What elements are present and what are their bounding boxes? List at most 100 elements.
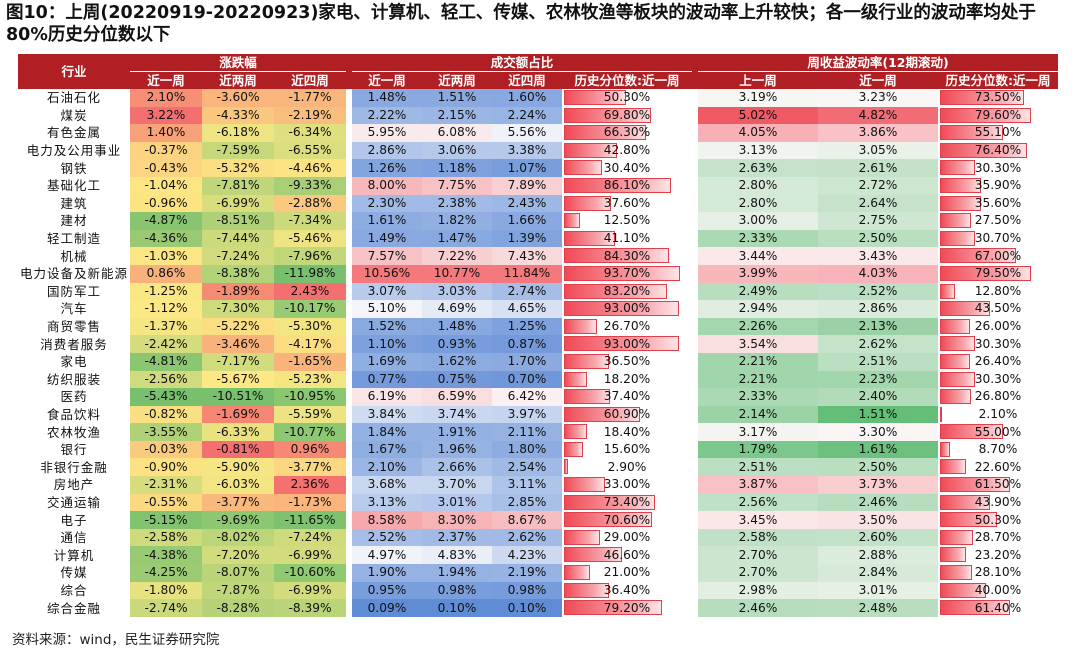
turnover-percentile-cell: 79.20%: [562, 599, 692, 617]
percentile-label: 61.40%: [974, 600, 1022, 615]
volatility-cell: 3.43%: [818, 247, 939, 265]
turnover-cell: 5.10%: [352, 300, 423, 318]
change-cell: -10.77%: [274, 423, 347, 441]
change-cell: -5.23%: [274, 370, 347, 389]
change-cell: -0.81%: [202, 440, 274, 459]
change-cell: -2.31%: [130, 476, 202, 494]
column-gap: [346, 599, 353, 617]
percentile-label: 84.30%: [603, 248, 651, 263]
column-gap: [346, 440, 353, 459]
turnover-cell: 2.52%: [352, 528, 423, 547]
change-cell: -1.80%: [130, 581, 202, 600]
volatility-percentile-cell: 30.30%: [938, 159, 1058, 177]
percentile-label: 67.00%: [974, 248, 1022, 263]
column-gap: [346, 493, 353, 512]
percentile-label: 61.50%: [974, 477, 1022, 492]
column-gap: [346, 229, 353, 248]
table-row: 纺织服装 -2.56% -5.67% -5.23% 0.77% 0.75% 0.70% 18.…: [18, 370, 1059, 389]
column-gap: [346, 476, 353, 494]
percentile-label: 40.00%: [974, 582, 1022, 597]
column-gap: [346, 581, 353, 600]
change-cell: -2.88%: [274, 194, 347, 213]
volatility-cell: 3.50%: [818, 511, 939, 529]
change-cell: -3.77%: [202, 493, 274, 512]
column-gap: [346, 282, 353, 301]
volatility-cell: 2.62%: [818, 335, 939, 353]
volatility-cell: 2.51%: [698, 458, 819, 477]
percentile-label: 73.50%: [974, 90, 1022, 105]
turnover-cell: 3.01%: [422, 493, 493, 512]
percentile-bar: [564, 600, 663, 616]
change-cell: -8.28%: [202, 599, 274, 617]
percentile-label: 28.70%: [974, 530, 1022, 545]
volatility-percentile-cell: 26.00%: [938, 318, 1058, 336]
turnover-cell: 0.77%: [352, 370, 423, 389]
change-cell: -1.69%: [202, 405, 274, 424]
change-cell: -10.51%: [202, 388, 274, 406]
turnover-cell: 2.30%: [352, 194, 423, 213]
col-header: 历史分位数:近一周: [938, 71, 1059, 89]
change-cell: -5.59%: [274, 405, 347, 424]
percentile-bar: [564, 547, 622, 563]
industry-cell: 建材: [60, 213, 88, 229]
percentile-bar: [564, 565, 591, 581]
percentile-label: 73.40%: [603, 494, 651, 509]
table-row: 消费者服务 -2.42% -3.46% -4.17% 1.10% 0.93% 0.87% 93…: [18, 335, 1059, 353]
percentile-label: 55.00%: [974, 424, 1022, 439]
volatility-cell: 2.60%: [818, 528, 939, 547]
table-row: 轻工制造 -4.36% -7.44% -5.46% 1.49% 1.47% 1.39% 41.…: [18, 229, 1059, 248]
volatility-percentile-cell: 73.50%: [938, 89, 1058, 107]
source-note: 资料来源：wind，民生证券研究院: [12, 632, 220, 648]
volatility-percentile-cell: 55.10%: [938, 124, 1058, 142]
percentile-label: 35.60%: [974, 195, 1022, 210]
volatility-cell: 3.19%: [698, 89, 819, 107]
percentile-label: 69.80%: [603, 107, 651, 122]
table-row: 通信 -2.58% -8.02% -7.24% 2.52% 2.37% 2.62% 29.00…: [18, 528, 1059, 547]
change-cell: -3.60%: [202, 89, 274, 107]
table-row: 家电 -4.81% -7.17% -1.65% 1.69% 1.62% 1.70% 36.50…: [18, 352, 1059, 371]
volatility-percentile-cell: 79.60%: [938, 107, 1058, 125]
percentile-bar: [564, 459, 568, 475]
turnover-percentile-cell: 69.80%: [562, 107, 692, 125]
table-row: 汽车 -1.12% -7.30% -10.17% 5.10% 4.69% 4.65% 93.0…: [18, 300, 1059, 318]
table-row: 钢铁 -0.43% -5.32% -4.46% 1.26% 1.18% 1.07% 30.40…: [18, 159, 1059, 177]
column-gap: [346, 335, 353, 353]
turnover-cell: 1.82%: [422, 212, 493, 230]
percentile-label: 22.60%: [974, 459, 1022, 474]
volatility-cell: 2.56%: [698, 493, 819, 512]
turnover-cell: 6.19%: [352, 388, 423, 406]
column-gap: [692, 599, 699, 617]
volatility-cell: 3.44%: [698, 247, 819, 265]
column-gap: [346, 124, 353, 142]
change-cell: -2.56%: [130, 370, 202, 389]
turnover-cell: 0.98%: [422, 581, 493, 600]
col-header: 近一周: [130, 71, 202, 89]
volatility-percentile-cell: 76.40%: [938, 142, 1058, 160]
turnover-cell: 1.51%: [422, 89, 493, 107]
turnover-cell: 0.75%: [422, 370, 493, 389]
volatility-cell: 3.23%: [818, 89, 939, 107]
volatility-cell: 3.99%: [698, 264, 819, 283]
table-row: 电力设备及新能源 0.86% -8.38% -11.98% 10.56% 10.77% 11…: [18, 264, 1059, 283]
table-row: 机械 -1.03% -7.24% -7.96% 7.57% 7.22% 7.43% 84.30…: [18, 247, 1059, 265]
percentile-bar: [940, 318, 970, 334]
percentile-label: 26.40%: [974, 354, 1022, 369]
volatility-cell: 3.54%: [698, 335, 819, 353]
industry-cell: 纺织服装: [46, 371, 101, 387]
percentile-label: 18.40%: [603, 424, 651, 439]
column-gap: [692, 511, 699, 529]
turnover-percentile-cell: 26.70%: [562, 318, 692, 336]
turnover-cell: 1.25%: [492, 317, 563, 336]
percentile-label: 86.10%: [603, 178, 651, 193]
percentile-bar: [940, 441, 950, 457]
table-row: 建材 -4.87% -8.51% -7.34% 1.61% 1.82% 1.66% 12.50…: [18, 212, 1059, 230]
industry-cell: 煤炭: [60, 107, 88, 123]
column-gap: [692, 388, 699, 406]
turnover-percentile-cell: 15.60%: [562, 441, 692, 459]
volatility-cell: 3.87%: [698, 476, 819, 494]
percentile-label: 76.40%: [974, 143, 1022, 158]
volatility-table: 行业 涨跌幅 成交额占比 周收益波动率(12期滚动) 近一周 近两周 近四周 近…: [18, 54, 1059, 617]
column-gap: [692, 476, 699, 494]
percentile-bar: [940, 582, 986, 598]
volatility-cell: 3.17%: [698, 423, 819, 441]
